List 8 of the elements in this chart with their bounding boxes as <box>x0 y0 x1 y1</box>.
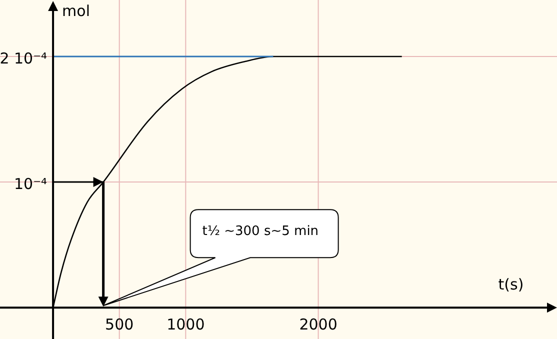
x-axis-title: t(s) <box>498 276 524 294</box>
ref-line-label: 2 10⁻⁴ <box>0 49 48 68</box>
ref-line-label: 10⁻⁴ <box>14 174 48 193</box>
annotation: t½ ~300 s~5 min <box>202 224 319 239</box>
y-axis-title: mol <box>62 2 90 20</box>
x-tick-label: 500 <box>105 316 134 334</box>
x-tick-label: 1000 <box>166 316 205 334</box>
x-tick-label: 2000 <box>299 316 338 334</box>
